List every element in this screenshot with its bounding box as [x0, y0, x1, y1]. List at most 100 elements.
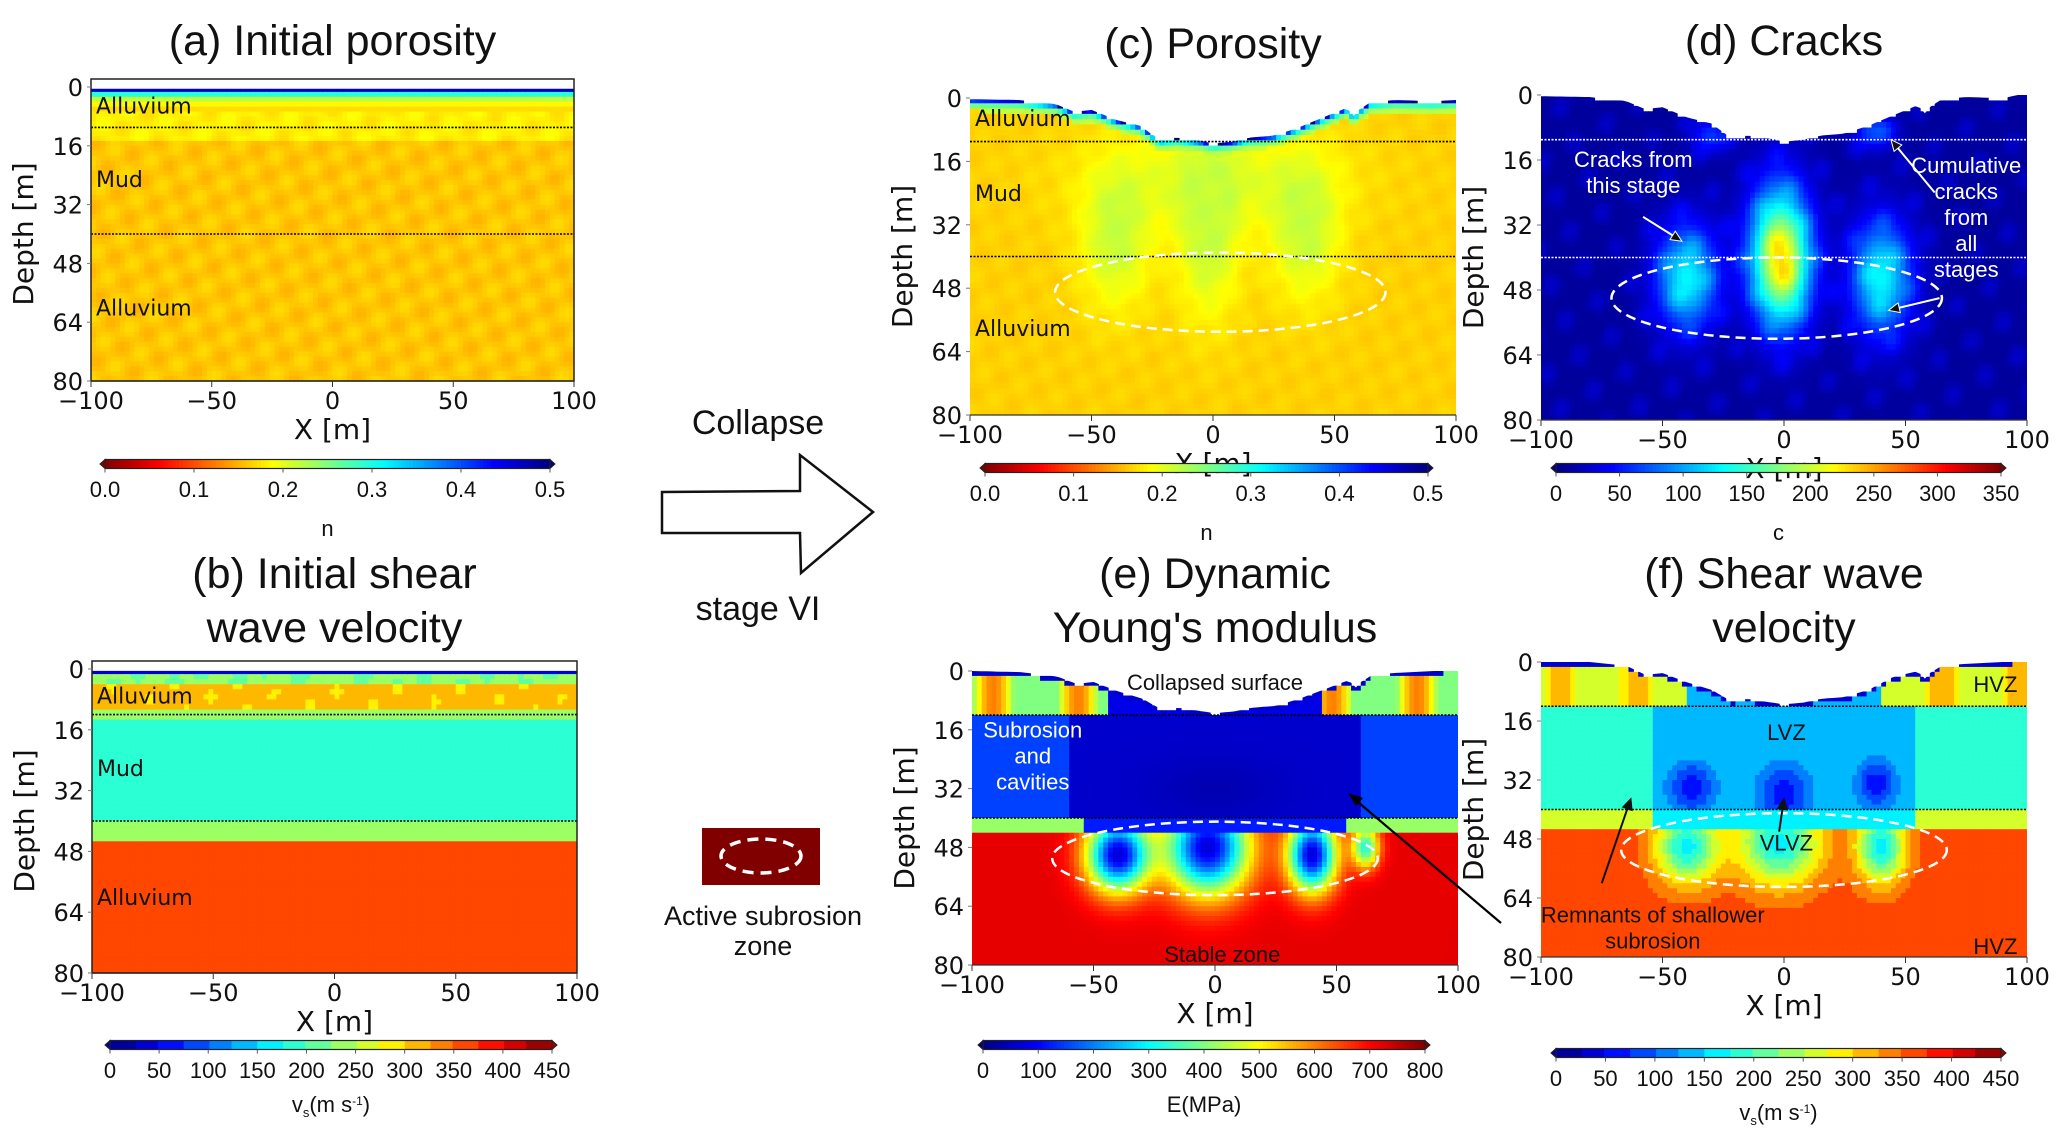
heatmap-cell	[124, 224, 131, 230]
heatmap-cell	[390, 229, 396, 235]
heatmap-cell	[250, 341, 256, 348]
heatmap-cell	[206, 297, 213, 304]
heatmap-cell	[100, 307, 107, 313]
heatmap-cell	[487, 170, 493, 176]
heatmap-cell	[453, 351, 459, 358]
heatmap-cell	[380, 199, 387, 206]
heatmap-cell	[245, 376, 251, 381]
heatmap-cell	[105, 111, 111, 117]
heatmap-cell	[163, 204, 169, 211]
heatmap-cell	[477, 150, 483, 157]
heatmap-cell	[91, 106, 97, 113]
heatmap-cell	[202, 327, 208, 333]
heatmap-cell	[366, 224, 372, 230]
heatmap-cell	[129, 371, 136, 377]
heatmap-cell	[453, 273, 459, 279]
heatmap-cell	[255, 341, 261, 348]
heatmap-cell	[390, 150, 396, 157]
heatmap-cell	[458, 371, 464, 377]
heatmap-cell	[327, 175, 334, 181]
heatmap-cell	[119, 160, 126, 166]
heatmap-cell	[375, 361, 382, 367]
heatmap-cell	[298, 131, 305, 137]
heatmap-cell	[119, 307, 126, 313]
heatmap-cell	[322, 136, 329, 142]
heatmap-cell	[110, 346, 116, 353]
heatmap-cell	[409, 150, 416, 157]
heatmap-cell	[264, 341, 271, 348]
heatmap-cell	[269, 258, 276, 264]
heatmap-cell	[293, 371, 300, 377]
heatmap-cell	[134, 111, 140, 117]
heatmap-cell	[260, 263, 266, 269]
heatmap-cell	[361, 121, 367, 127]
heatmap-cell	[211, 170, 218, 176]
heatmap-cell	[313, 248, 319, 255]
heatmap-cell	[100, 238, 107, 245]
heatmap-cell	[308, 371, 314, 377]
heatmap-cell	[366, 292, 372, 299]
heatmap-cell	[192, 101, 198, 108]
heatmap-cell	[458, 317, 464, 323]
heatmap-cell	[467, 170, 474, 176]
heatmap-cell	[433, 248, 440, 255]
heatmap-cell	[313, 170, 319, 176]
heatmap-cell	[438, 155, 445, 162]
heatmap-cell	[153, 106, 160, 113]
heatmap-cell	[119, 361, 126, 367]
heatmap-cell	[375, 185, 382, 191]
heatmap-cell	[235, 302, 242, 309]
heatmap-cell	[462, 140, 469, 147]
heatmap-cell	[240, 121, 247, 127]
heatmap-cell	[429, 175, 435, 181]
heatmap-cell	[177, 253, 184, 260]
heatmap-cell	[119, 336, 126, 343]
heatmap-cell	[231, 96, 237, 103]
heatmap-cell	[361, 238, 367, 245]
heatmap-cell	[313, 258, 319, 264]
heatmap-cell	[293, 312, 300, 318]
heatmap-cell	[264, 170, 271, 176]
heatmap-cell	[197, 351, 203, 358]
heatmap-cell	[177, 273, 184, 279]
heatmap-cell	[366, 248, 372, 255]
heatmap-cell	[400, 180, 406, 186]
heatmap-cell	[240, 155, 247, 162]
heatmap-cell	[371, 371, 377, 377]
heatmap-cell	[115, 278, 121, 284]
heatmap-cell	[100, 336, 107, 343]
heatmap-cell	[158, 356, 165, 362]
heatmap-cell	[206, 150, 213, 157]
heatmap-cell	[216, 150, 223, 157]
heatmap-cell	[173, 140, 179, 147]
heatmap-cell	[303, 322, 309, 328]
heatmap-cell	[443, 297, 450, 304]
heatmap-cell	[206, 126, 213, 132]
heatmap-cell	[202, 116, 208, 122]
heatmap-cell	[303, 243, 309, 250]
heatmap-cell	[414, 189, 421, 196]
heatmap-cell	[221, 185, 227, 191]
heatmap-cell	[443, 327, 450, 333]
heatmap-cell	[134, 165, 140, 171]
heatmap-cell	[458, 273, 464, 279]
heatmap-cell	[158, 96, 165, 103]
heatmap-cell	[395, 126, 401, 132]
heatmap-cell	[429, 366, 435, 372]
heatmap-cell	[202, 140, 208, 147]
heatmap-cell	[477, 111, 483, 117]
heatmap-cell	[279, 136, 285, 142]
heatmap-cell	[221, 155, 227, 162]
heatmap-cell	[139, 180, 145, 186]
heatmap-cell	[448, 292, 454, 299]
heatmap-cell	[380, 145, 387, 152]
heatmap-cell	[100, 185, 107, 191]
heatmap-cell	[322, 185, 329, 191]
heatmap-cell	[163, 302, 169, 309]
heatmap-cell	[332, 150, 338, 157]
heatmap-cell	[337, 297, 343, 304]
heatmap-cell	[419, 126, 425, 132]
heatmap-cell	[279, 214, 285, 220]
heatmap-cell	[467, 346, 474, 353]
heatmap-cell	[231, 361, 237, 367]
